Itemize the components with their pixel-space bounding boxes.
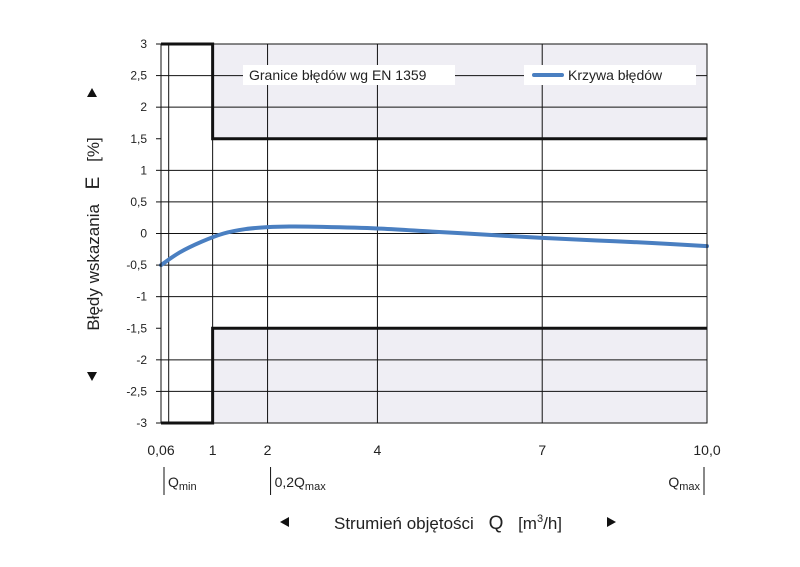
lower-band: [212, 328, 708, 423]
y-tick-label: 2,5: [130, 69, 147, 83]
legend-limits-label: Granice błędów wg EN 1359: [249, 67, 427, 83]
marker-label-sub: max: [305, 481, 326, 493]
y-tick-label: -0,5: [126, 258, 147, 272]
y-axis-unit: [%]: [84, 137, 103, 162]
x-axis-label: Strumień objętości: [334, 514, 474, 533]
marker-label-sub: max: [679, 481, 700, 493]
y-tick-label: -1: [136, 290, 147, 304]
series-line-0: [159, 224, 709, 268]
marker-label-main: 0,2Q: [275, 474, 305, 490]
y-axis-label: Błędy wskazania: [84, 204, 103, 331]
tolerance-bands: [212, 44, 708, 423]
series-layer: [159, 224, 709, 268]
svg-text:Błędy wskazania E: Błędy wskazania E [%]: [83, 137, 104, 330]
x-tick-label: 2: [264, 442, 272, 458]
upper-band: [212, 44, 708, 139]
legend-series-label: Krzywa błędów: [568, 67, 663, 83]
marker-label: Qmin: [168, 474, 197, 493]
x-tick-label: 0,06: [147, 442, 174, 458]
x-axis-symbol: Q: [489, 513, 504, 534]
y-up-arrow-icon: [87, 88, 97, 97]
x-tick-label: 10,0: [693, 442, 720, 458]
y-tick-label: -2,5: [126, 384, 147, 398]
x-tick-label: 4: [374, 442, 382, 458]
x-axis-unit-sup: 3: [537, 513, 543, 525]
y-tick-label: -1,5: [126, 321, 147, 335]
y-tick-label: 2: [140, 100, 147, 114]
marker-label: Qmax: [668, 474, 700, 493]
marker-label-main: Q: [168, 474, 179, 490]
x-axis-unit-post: /h]: [543, 514, 562, 533]
y-down-arrow-icon: [87, 372, 97, 381]
y-axis-title: Błędy wskazania E [%]: [83, 137, 104, 330]
x-left-arrow-icon: [280, 517, 289, 527]
marker-label: 0,2Qmax: [275, 474, 327, 493]
legend-series-background: [524, 65, 696, 85]
legend-limits-background: [243, 65, 455, 85]
y-tick-label: 1: [140, 163, 147, 177]
x-tick-label: 7: [538, 442, 546, 458]
y-tick-label: -3: [136, 416, 147, 430]
marker-label-main: Q: [668, 474, 679, 490]
x-tick-labels: 0,06 1 2 4 7 10,0: [147, 442, 720, 458]
marker-label-sub: min: [179, 481, 197, 493]
y-axis-symbol: E: [83, 177, 104, 190]
y-tick-label: 3: [140, 37, 147, 51]
x-right-arrow-icon: [607, 517, 616, 527]
y-tick-labels: 3 2,5 2 1,5 1 0,5 0 -0,5 -1 -1,5 -2 -2,5 -3: [126, 37, 161, 430]
x-axis-title: Strumień objętości Q [m3/h]: [334, 513, 562, 534]
legend: Granice błędów wg EN 1359 Krzywa błędów: [243, 65, 696, 85]
flow-markers: Qmin 0,2Qmax Qmax: [163, 467, 705, 495]
x-tick-label: 1: [209, 442, 217, 458]
y-tick-label: 1,5: [130, 132, 147, 146]
y-tick-label: 0: [140, 227, 147, 241]
x-axis-unit-pre: [m: [518, 514, 537, 533]
y-tick-label: -2: [136, 353, 147, 367]
y-tick-label: 0,5: [130, 195, 147, 209]
